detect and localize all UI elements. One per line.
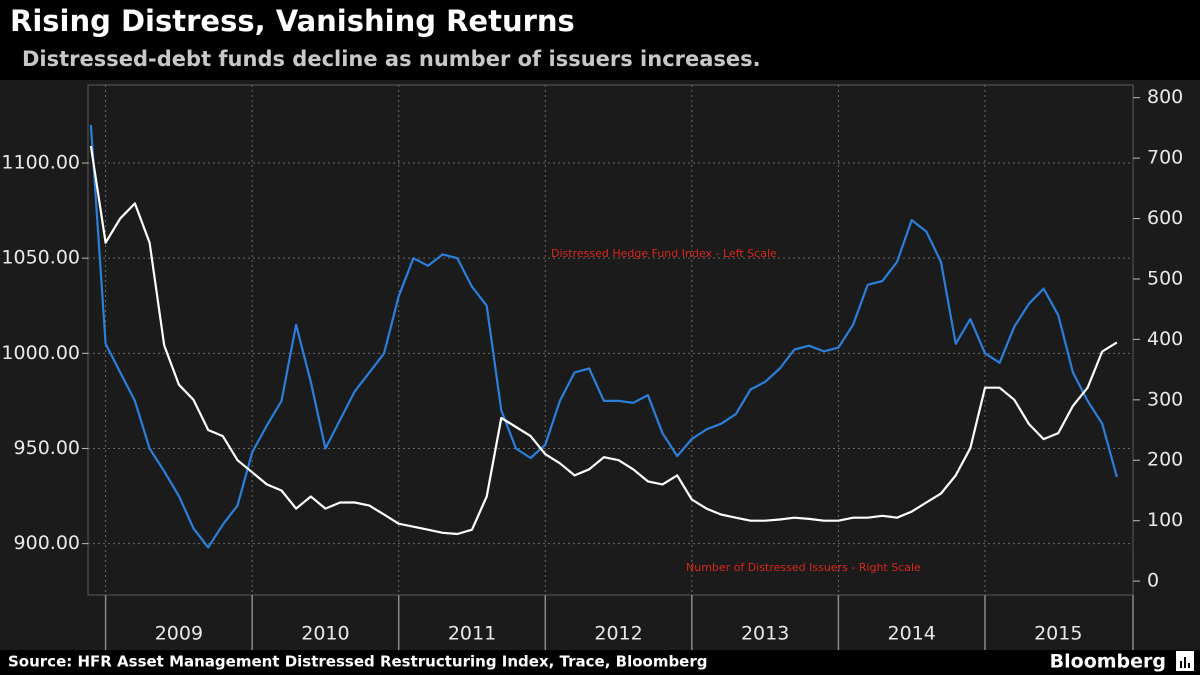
chart-subtitle: Distressed-debt funds decline as number …	[22, 47, 761, 71]
series-line	[89, 124, 1118, 549]
x-tick-label: 2015	[1034, 623, 1082, 645]
y2-tick-label: 600	[1147, 207, 1183, 229]
x-tick-label: 2012	[594, 623, 642, 645]
x-tick-label: 2014	[888, 623, 936, 645]
y2-tick-label: 300	[1147, 388, 1183, 410]
series-label: Distressed Hedge Fund Index - Left Scale	[551, 247, 777, 260]
y2-tick-label: 400	[1147, 328, 1183, 350]
brand: Bloomberg	[1050, 651, 1166, 673]
y-tick-label: 1050.00	[1, 247, 80, 269]
y2-tick-label: 200	[1147, 449, 1183, 471]
y2-tick-label: 0	[1147, 570, 1159, 592]
series-label: Number of Distressed Issuers - Right Sca…	[686, 561, 921, 574]
plot-lines	[89, 124, 1118, 549]
y2-tick-label: 700	[1147, 147, 1183, 169]
y-tick-label: 1100.00	[1, 152, 80, 174]
chart-bg	[0, 80, 1200, 650]
y2-tick-label: 100	[1147, 509, 1183, 531]
header-bg	[0, 0, 1200, 80]
x-tick-label: 2009	[155, 623, 203, 645]
brand-icon	[1176, 651, 1194, 671]
y-tick-label: 1000.00	[1, 342, 80, 364]
y-tick-label: 950.00	[14, 437, 80, 459]
y2-tick-label: 800	[1147, 86, 1183, 108]
y-tick-label: 900.00	[14, 532, 80, 554]
x-tick-label: 2011	[448, 623, 496, 645]
footer-bg	[0, 650, 1200, 675]
y2-tick-label: 500	[1147, 267, 1183, 289]
x-tick-label: 2013	[741, 623, 789, 645]
plot-frame	[87, 84, 1134, 596]
x-tick-label: 2010	[301, 623, 349, 645]
series-line	[89, 145, 1118, 536]
source: Source: HFR Asset Management Distressed …	[8, 653, 708, 671]
chart-title: Rising Distress, Vanishing Returns	[10, 4, 575, 38]
